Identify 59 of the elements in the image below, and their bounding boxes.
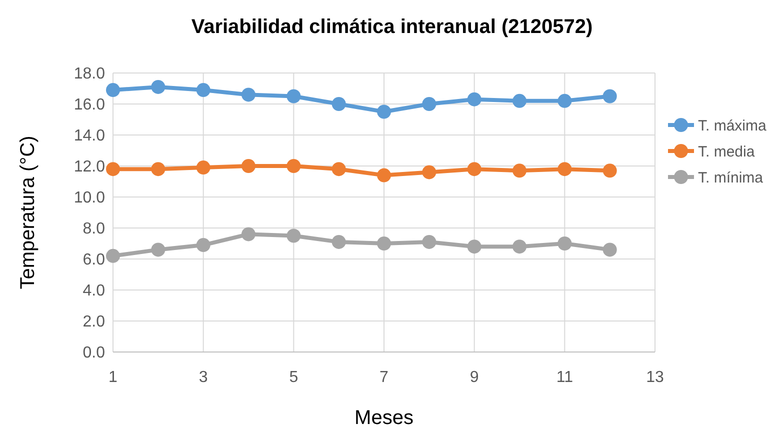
point — [558, 236, 572, 250]
x-tick-label: 11 — [556, 369, 574, 386]
point — [422, 165, 436, 180]
point — [332, 234, 346, 249]
point — [602, 89, 617, 104]
point — [332, 97, 346, 111]
point — [512, 164, 526, 178]
point — [242, 88, 256, 102]
point — [106, 162, 120, 176]
x-axis-title: Meses — [354, 407, 414, 429]
point — [151, 162, 166, 176]
point — [422, 97, 436, 111]
y-tick-label: 14.0 — [74, 128, 106, 145]
point — [151, 242, 166, 257]
point — [106, 83, 120, 98]
point — [242, 227, 256, 242]
x-tick-label: 5 — [289, 369, 298, 386]
y-tick-label: 0.0 — [82, 344, 106, 362]
point — [196, 238, 210, 252]
y-tick-label: 12.0 — [74, 158, 106, 176]
point — [151, 80, 166, 94]
point — [286, 159, 301, 173]
legend-label: T. mínima — [698, 169, 764, 186]
legend-label: T. media — [698, 143, 756, 160]
x-tick-label: 7 — [380, 369, 389, 386]
point — [422, 234, 436, 249]
point — [467, 162, 482, 176]
x-tick-label: 3 — [198, 369, 208, 386]
point — [286, 228, 301, 243]
point — [512, 240, 526, 254]
point — [377, 104, 391, 119]
y-tick-label: 16.0 — [74, 96, 106, 114]
point — [332, 162, 346, 176]
x-tick-label: 13 — [646, 369, 664, 386]
point — [196, 160, 210, 175]
x-tick-label: 1 — [108, 369, 118, 386]
point — [467, 240, 482, 254]
point — [602, 242, 617, 257]
chart-title: Variabilidad climática interanual (2120572) — [191, 16, 593, 38]
y-tick-label: 10.0 — [74, 190, 106, 207]
point — [467, 92, 482, 106]
point — [242, 159, 256, 173]
y-tick-label: 6.0 — [82, 252, 106, 269]
y-axis-title: Temperatura (°C) — [17, 136, 39, 290]
point — [558, 94, 572, 108]
y-tick-label: 8.0 — [82, 220, 106, 238]
y-tick-label: 4.0 — [82, 282, 106, 300]
x-tick-label: 9 — [470, 369, 479, 386]
point — [196, 83, 210, 98]
point — [106, 248, 120, 263]
point — [286, 89, 301, 104]
point — [377, 236, 391, 250]
y-tick-label: 2.0 — [82, 314, 106, 331]
point — [512, 94, 526, 108]
y-tick-label: 18.0 — [74, 66, 106, 83]
legend-label: T. máxima — [698, 117, 767, 134]
point — [558, 162, 572, 176]
point — [377, 168, 391, 182]
point — [602, 164, 617, 178]
